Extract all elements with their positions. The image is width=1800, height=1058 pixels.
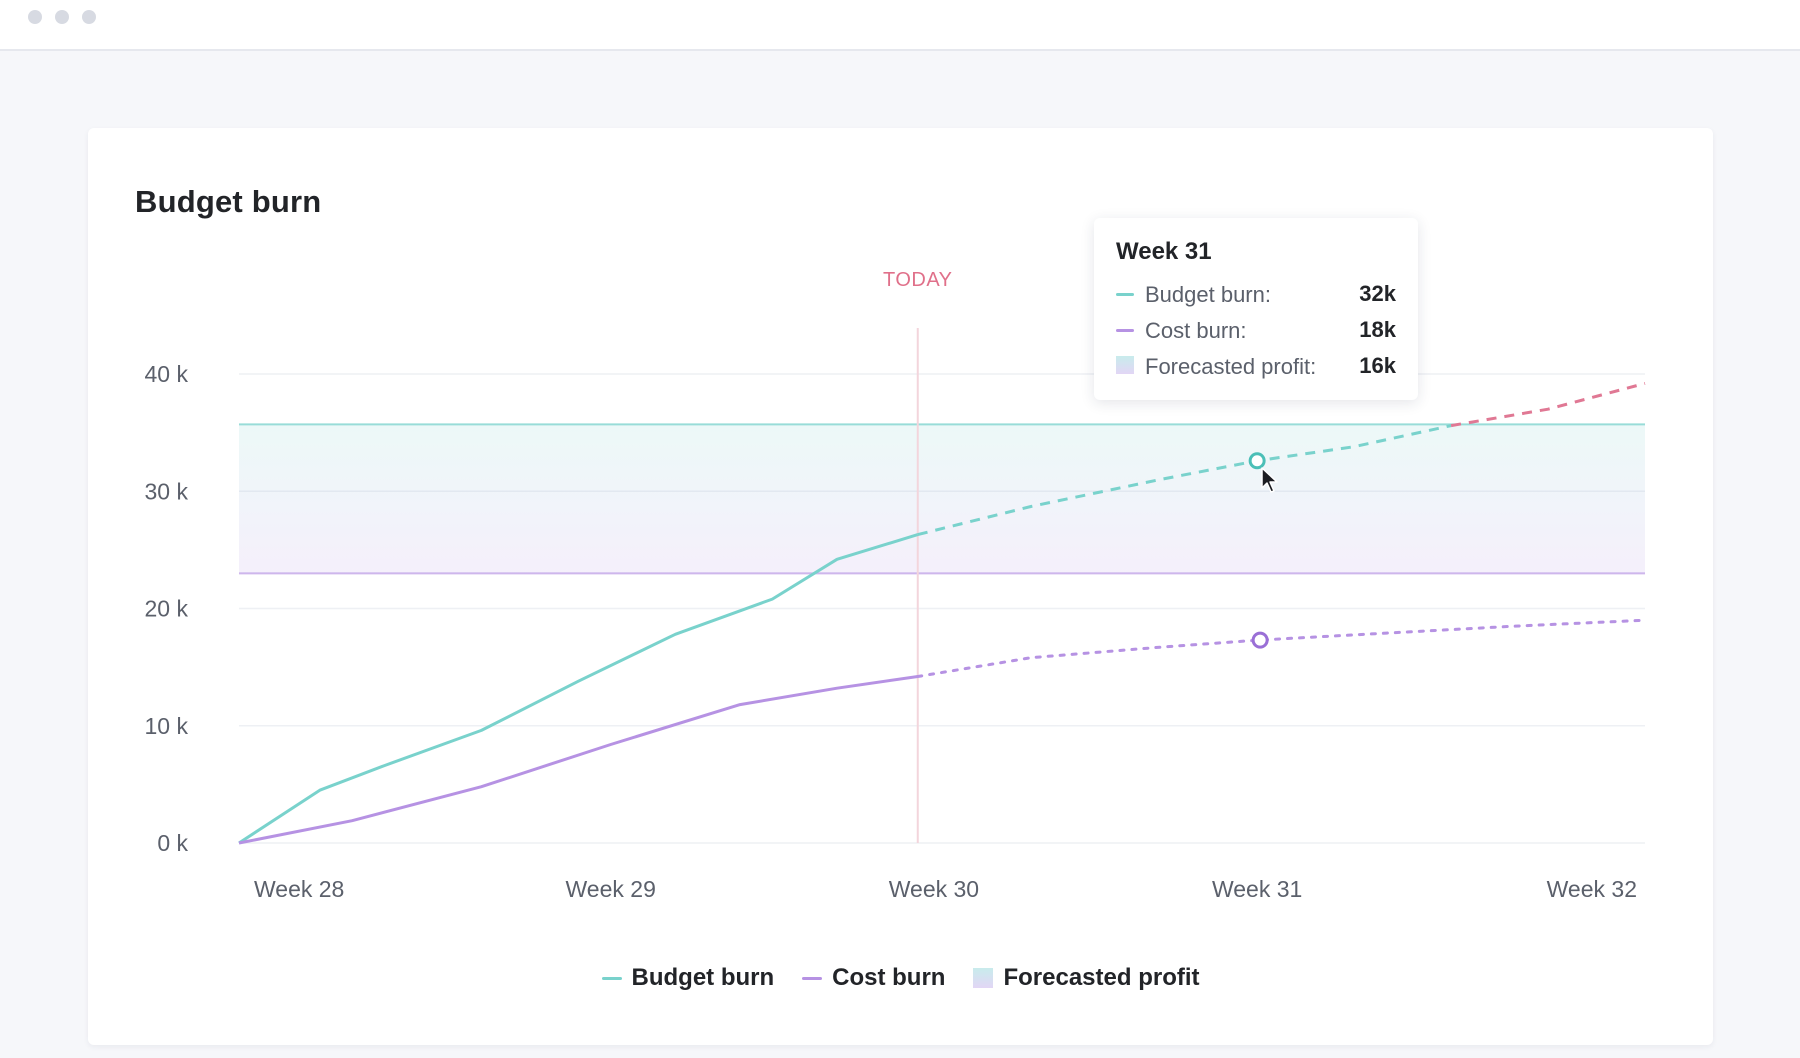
profit-area-swatch-icon <box>973 968 994 988</box>
tooltip-label: Budget burn: <box>1145 282 1271 307</box>
budget-line-swatch-icon <box>1116 293 1134 296</box>
cost-line-swatch-icon <box>802 976 823 980</box>
cost-line-swatch-icon <box>1116 329 1134 332</box>
window-control-dot[interactable] <box>82 10 96 24</box>
budget-burn-point-marker <box>1248 452 1266 470</box>
tooltip-row-profit: Forecasted profit: 16k <box>1116 352 1396 382</box>
axis-layer: 0 k 10 k 20 k 30 k 40 k Week 28 Week 29 Week 30… <box>145 361 1637 902</box>
tooltip-row-budget: Budget burn: 32k <box>1116 280 1396 310</box>
chart-tooltip: Week 31 Budget burn: 32k Cost burn: 18k … <box>1094 218 1418 400</box>
series-layer <box>238 381 1647 845</box>
budget-line-swatch-icon <box>601 976 622 980</box>
y-tick-label: 30 k <box>145 478 189 504</box>
budget-burn-over-budget-line <box>1450 381 1646 428</box>
legend-label: Forecasted profit <box>1003 964 1200 991</box>
today-label: TODAY <box>883 269 953 291</box>
tooltip-label: Cost burn: <box>1145 318 1247 343</box>
tooltip-title: Week 31 <box>1116 238 1212 265</box>
y-tick-label: 20 k <box>145 596 189 622</box>
y-tick-label: 10 k <box>145 713 189 739</box>
today-layer: TODAY <box>883 269 953 843</box>
x-tick-label: Week 30 <box>889 876 979 902</box>
chart-legend: Budget burn Cost burn Forecasted profit <box>88 958 1713 998</box>
cost-burn-point-marker <box>1251 631 1269 649</box>
y-tick-label: 0 k <box>157 830 188 856</box>
legend-item-cost-burn[interactable]: Cost burn <box>802 964 945 992</box>
window-control-dot[interactable] <box>55 10 69 24</box>
band-layer <box>239 423 1645 575</box>
legend-label: Cost burn <box>832 964 946 991</box>
cost-burn-actual-line <box>238 675 919 845</box>
x-tick-label: Week 31 <box>1212 876 1302 902</box>
y-tick-label: 40 k <box>145 361 189 387</box>
legend-label: Budget burn <box>631 964 775 991</box>
tooltip-row-cost: Cost burn: 18k <box>1116 316 1396 346</box>
window-control-dot[interactable] <box>28 10 42 24</box>
legend-item-forecasted-profit[interactable]: Forecasted profit <box>973 964 1200 992</box>
tooltip-value: 32k <box>1359 281 1396 306</box>
tooltip-value: 18k <box>1359 317 1396 342</box>
budget-burn-card: Budget burn TODAY 0 k 10 k 20 k 30 k 40 k Wee… <box>88 128 1713 1045</box>
window-titlebar <box>0 0 1800 51</box>
cost-burn-forecast-line <box>916 618 1647 678</box>
marker-layer <box>1248 452 1269 649</box>
forecasted-profit-band <box>239 424 1645 574</box>
x-tick-label: Week 28 <box>254 876 344 902</box>
budget-burn-actual-line <box>238 533 919 845</box>
x-tick-label: Week 29 <box>566 876 656 902</box>
legend-item-budget-burn[interactable]: Budget burn <box>601 964 775 992</box>
tooltip-label: Forecasted profit: <box>1145 354 1317 379</box>
tooltip-value: 16k <box>1359 353 1396 378</box>
profit-area-swatch-icon <box>1116 356 1134 374</box>
x-tick-label: Week 32 <box>1547 876 1637 902</box>
card-title: Budget burn <box>135 184 322 219</box>
budget-burn-chart[interactable]: TODAY 0 k 10 k 20 k 30 k 40 k Week 28 Week 29 W… <box>88 128 1713 948</box>
mouse-pointer-icon <box>1261 467 1278 493</box>
budget-burn-forecast-line <box>917 424 1452 537</box>
